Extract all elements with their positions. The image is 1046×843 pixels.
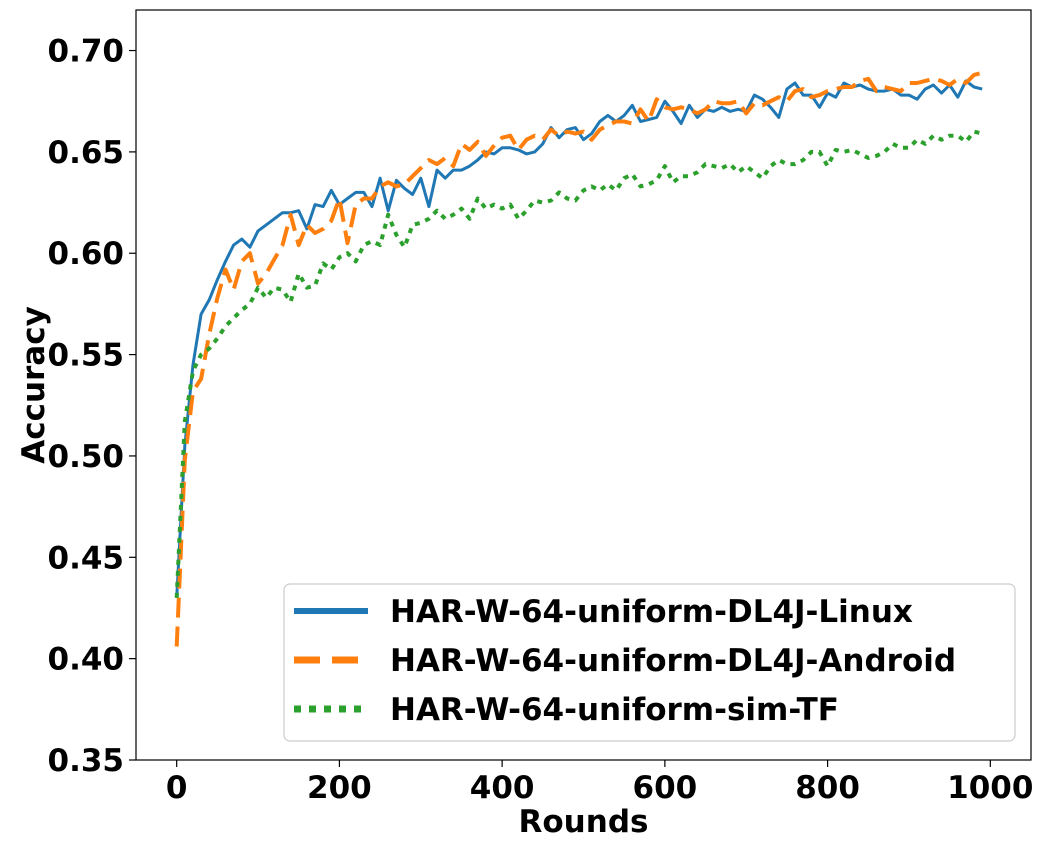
- x-tick-label: 800: [795, 770, 860, 806]
- legend-box: [283, 583, 1016, 742]
- x-tick-label: 200: [307, 770, 372, 806]
- y-tick-label: 0.50: [48, 439, 125, 475]
- y-tick-label: 0.55: [48, 338, 125, 374]
- series-line-3: [174, 129, 983, 598]
- series-line-2: [174, 70, 983, 647]
- plot-frame: [135, 9, 1032, 761]
- legend: HAR-W-64-uniform-DL4J-Linux HAR-W-64-unif…: [283, 583, 1016, 742]
- x-tick-label: 400: [470, 770, 535, 806]
- y-tick-label: 0.60: [48, 236, 125, 272]
- x-tick-label: 0: [166, 770, 188, 806]
- legend-label-2: HAR-W-64-uniform-DL4J-Android: [390, 643, 956, 679]
- x-axis-ticks: 0 200 400 600 800 1000: [166, 760, 1033, 806]
- y-axis-label: Accuracy: [16, 306, 52, 464]
- legend-label-1: HAR-W-64-uniform-DL4J-Linux: [390, 594, 913, 630]
- x-tick-label: 600: [633, 770, 698, 806]
- x-axis-label: Rounds: [519, 804, 649, 840]
- series-layer: [174, 70, 983, 647]
- y-tick-label: 0.65: [48, 135, 125, 171]
- y-axis-ticks: 0.35 0.40 0.45 0.50 0.55 0.60 0.65 0.70: [48, 34, 136, 779]
- y-tick-label: 0.35: [48, 743, 125, 779]
- y-tick-label: 0.45: [48, 540, 125, 576]
- y-tick-label: 0.40: [48, 642, 125, 678]
- legend-label-3: HAR-W-64-uniform-sim-TF: [390, 692, 839, 728]
- y-tick-label: 0.70: [48, 34, 125, 70]
- x-tick-label: 1000: [947, 770, 1033, 806]
